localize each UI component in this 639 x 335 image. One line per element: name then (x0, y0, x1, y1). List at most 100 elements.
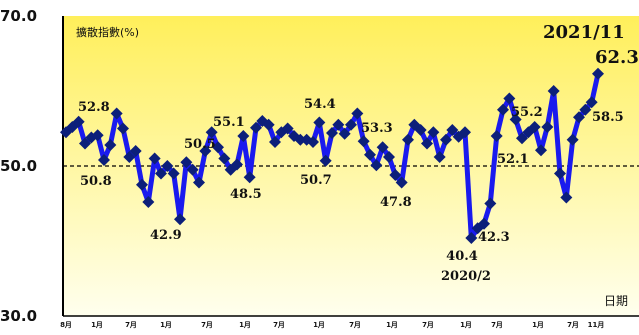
data-point-marker (294, 133, 307, 146)
data-point-marker (167, 167, 180, 180)
y-tick-label: 30.0 (0, 307, 37, 325)
annotation-label: 48.5 (230, 187, 262, 202)
annotation-label: 47.8 (380, 195, 412, 210)
x-tick-label: 7月 (201, 321, 213, 329)
data-point-marker (585, 96, 598, 109)
chart-title: 擴散指數(%) (76, 25, 139, 39)
data-point-marker (383, 151, 395, 163)
data-point-marker (503, 92, 516, 105)
y-tick-label: 70.0 (0, 7, 37, 25)
data-point-marker (421, 137, 433, 150)
x-tick-label: 1月 (460, 321, 472, 329)
data-point-marker (148, 152, 161, 165)
x-tick-label: 7月 (125, 321, 137, 329)
data-point-marker (592, 67, 604, 80)
data-point-marker (345, 118, 357, 131)
annotation-label: 50.8 (80, 174, 112, 189)
data-point-marker (370, 159, 383, 172)
data-point-marker (566, 133, 579, 146)
data-point-marker (427, 126, 440, 139)
data-point-marker (446, 124, 459, 136)
x-tick-label: 8月 (60, 321, 72, 329)
data-point-marker (547, 85, 560, 97)
x-tick-label: 1月 (91, 321, 103, 329)
data-point-marker (313, 116, 326, 129)
data-point-marker (509, 113, 522, 126)
data-point-marker (123, 151, 136, 163)
annotation-label: 62.3 (595, 47, 639, 68)
data-point-marker (231, 158, 243, 171)
data-point-marker (319, 154, 332, 167)
series-group (60, 67, 604, 244)
data-point-marker (262, 118, 275, 131)
annotation-label: 53.3 (361, 121, 393, 136)
data-point-marker (98, 154, 110, 166)
x-axis-unit-label: 日期 (604, 294, 628, 308)
annotation-group: 52.8 50.8 50.5 42.9 55.1 48.5 54.4 50.7 53.3 47.8… (78, 22, 639, 284)
data-point-marker (516, 132, 528, 145)
data-point-marker (554, 167, 566, 180)
data-point-marker (72, 115, 85, 128)
y-tick-label: 50.0 (0, 157, 37, 175)
x-tick-label: 11月 (588, 321, 605, 329)
data-point-marker (459, 126, 471, 139)
annotation-label: 40.4 (446, 249, 478, 264)
annotation-label: 42.3 (478, 230, 510, 245)
data-point-marker (205, 126, 218, 139)
data-point-marker (142, 196, 155, 208)
data-point-marker (174, 213, 186, 226)
data-point-marker (490, 130, 503, 142)
x-tick-label: 7月 (349, 321, 361, 329)
data-point-marker (484, 197, 497, 210)
data-point-marker (402, 133, 414, 146)
data-point-marker (465, 232, 478, 244)
data-point-marker (332, 118, 345, 131)
data-point-marker (395, 176, 408, 189)
annotation-label: 55.2 (511, 105, 543, 120)
data-point-marker (326, 127, 338, 139)
data-point-marker (110, 107, 123, 120)
annotation-label: 2020/2 (441, 269, 491, 284)
data-point-marker (414, 124, 427, 136)
data-point-marker (535, 144, 547, 157)
annotation-label: 50.5 (184, 137, 216, 152)
x-tick-label: 1月 (532, 321, 544, 329)
x-tick-label: 7月 (273, 321, 285, 329)
data-point-marker (212, 141, 224, 154)
data-point-marker (155, 167, 167, 180)
x-tick-label: 7月 (567, 321, 579, 329)
data-point-marker (250, 121, 262, 134)
annotation-label: 52.8 (78, 100, 110, 115)
data-point-marker (357, 135, 370, 148)
data-point-marker (193, 176, 205, 189)
data-point-marker (186, 163, 199, 176)
data-point-marker (79, 137, 91, 150)
data-point-marker (440, 133, 452, 146)
data-point-marker (104, 139, 117, 151)
annotation-label: 58.5 (592, 110, 624, 125)
data-point-marker (307, 136, 319, 148)
data-point-marker (117, 122, 129, 135)
annotation-label: 42.9 (150, 228, 182, 243)
x-tick-label: 1月 (160, 321, 172, 329)
data-point-marker (364, 148, 376, 161)
x-tick-label: 1月 (313, 321, 325, 329)
annotation-label: 50.7 (300, 173, 332, 188)
annotation-label: 52.1 (497, 152, 529, 167)
data-point-marker (541, 121, 554, 133)
data-point-marker (91, 129, 104, 142)
data-point-marker (243, 171, 256, 184)
annotation-label: 54.4 (304, 97, 336, 112)
x-tick-group: 8月 1月 7月 1月 7月 1月 7月 1月 7月 1月 7月 1月 7月 1月 7月 11月 (60, 321, 604, 329)
annotation-label: 2021/11 (543, 22, 625, 43)
x-tick-label: 7月 (491, 321, 503, 329)
data-point-marker (281, 122, 294, 135)
data-point-marker (560, 191, 573, 204)
data-point-marker (376, 141, 389, 154)
data-point-marker (269, 136, 281, 148)
annotation-label: 55.1 (213, 115, 245, 130)
data-point-marker (579, 103, 592, 116)
data-point-marker (497, 103, 509, 116)
